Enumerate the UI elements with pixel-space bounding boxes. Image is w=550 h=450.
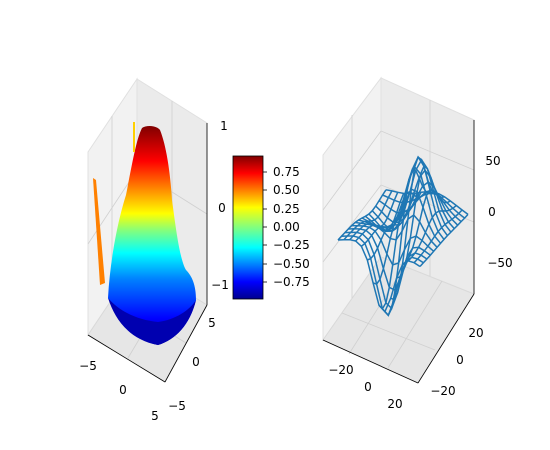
back-pane-right [380,77,475,295]
colorbar: 0.75 0.50 0.25 0.00 −0.25 −0.50 −0.75 [232,155,310,300]
x-tick-label: 0 [119,383,127,397]
colorbar-tick-label: 0.25 [273,202,300,216]
x-tick-label: 0 [364,380,372,394]
wireframe-y-ticks: −20 0 20 [430,326,483,398]
z-tick-label: 0 [218,201,226,215]
x-tick-label: 20 [387,397,402,411]
z-tick-label: −50 [487,256,512,270]
y-tick-label: −20 [430,384,455,398]
wireframe-line-v [348,228,431,292]
colorbar-tick-label: −0.25 [273,238,310,252]
surface-body [108,125,196,345]
wireframe-line-v [368,158,452,233]
colorbar-tick-label: 0.75 [273,165,300,179]
surface-edge-spike [93,178,105,285]
x-tick-label: −20 [328,363,353,377]
wireframe-x-ticks: −20 0 20 [328,363,402,411]
surface-x-ticks: −5 0 5 [79,359,159,423]
z-tick-label: −1 [211,278,229,292]
colorbar-tick-label: 0.50 [273,183,300,197]
colorbar-tick-label: −0.50 [273,257,310,271]
y-tick-label: 5 [208,316,216,330]
wireframe-line-v [344,231,428,310]
wireframe-z-ticks: −50 0 50 [485,154,512,270]
wireframe-line-v [371,169,455,230]
y-tick-label: 0 [192,355,200,369]
wireframe-line-v [351,224,435,266]
y-tick-label: 20 [468,326,483,340]
wireframe-mesh [337,155,469,317]
wireframe-line-v [382,192,466,219]
wireframe-line-v [341,235,424,317]
wireframe-axes: −20 0 20 −20 0 20 −50 0 50 [322,76,513,411]
x-tick-label: 5 [151,409,159,423]
z-tick-label: 50 [485,154,500,168]
surface-z-ticks: −1 0 1 [211,119,229,292]
surface-base-bowl [108,298,196,345]
wireframe-line-v [355,213,438,248]
z-tick-label: 1 [220,119,228,133]
z-tick-label: 0 [488,205,496,219]
y-tick-label: 0 [456,353,464,367]
colorbar-ticks [263,171,267,283]
wireframe-line-v [375,181,459,226]
colorbar-tick-label: 0.00 [273,220,300,234]
surface-axes: −5 0 5 −5 0 5 −1 0 1 [79,77,229,423]
y-tick-label: −5 [168,399,186,413]
colorbar-tick-label: −0.75 [273,275,310,289]
x-tick-label: −5 [79,359,97,373]
surface-y-ticks: −5 0 5 [168,316,216,413]
colorbar-gradient [232,155,264,300]
wireframe-line-v [385,189,469,216]
